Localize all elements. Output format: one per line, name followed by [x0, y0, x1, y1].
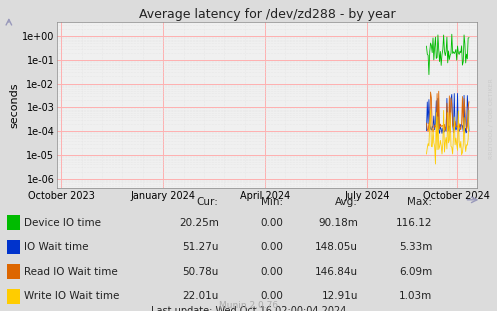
Text: 148.05u: 148.05u: [315, 242, 358, 252]
Text: 6.09m: 6.09m: [399, 267, 432, 277]
Text: Avg:: Avg:: [335, 197, 358, 207]
FancyBboxPatch shape: [7, 215, 20, 230]
Text: Read IO Wait time: Read IO Wait time: [24, 267, 118, 277]
Text: 1.03m: 1.03m: [399, 291, 432, 301]
Text: 12.91u: 12.91u: [322, 291, 358, 301]
Text: RRDTOOL / TOBI OETIKER: RRDTOOL / TOBI OETIKER: [488, 78, 493, 159]
Text: 90.18m: 90.18m: [318, 218, 358, 228]
Text: 22.01u: 22.01u: [182, 291, 219, 301]
Text: Device IO time: Device IO time: [24, 218, 101, 228]
Text: 50.78u: 50.78u: [182, 267, 219, 277]
Text: Last update: Wed Oct 16 02:00:04 2024: Last update: Wed Oct 16 02:00:04 2024: [151, 306, 346, 311]
FancyBboxPatch shape: [7, 289, 20, 304]
Text: 116.12: 116.12: [396, 218, 432, 228]
Text: Max:: Max:: [408, 197, 432, 207]
Text: 146.84u: 146.84u: [315, 267, 358, 277]
Text: 51.27u: 51.27u: [182, 242, 219, 252]
Text: Munin 2.0.76: Munin 2.0.76: [219, 301, 278, 310]
Text: Min:: Min:: [261, 197, 283, 207]
Text: Write IO Wait time: Write IO Wait time: [24, 291, 119, 301]
Text: 5.33m: 5.33m: [399, 242, 432, 252]
Text: IO Wait time: IO Wait time: [24, 242, 88, 252]
Title: Average latency for /dev/zd288 - by year: Average latency for /dev/zd288 - by year: [139, 7, 396, 21]
Text: 0.00: 0.00: [260, 242, 283, 252]
Text: 0.00: 0.00: [260, 267, 283, 277]
Text: 0.00: 0.00: [260, 218, 283, 228]
Text: Cur:: Cur:: [197, 197, 219, 207]
Text: 0.00: 0.00: [260, 291, 283, 301]
FancyBboxPatch shape: [7, 240, 20, 254]
Y-axis label: seconds: seconds: [9, 82, 19, 128]
FancyBboxPatch shape: [7, 264, 20, 279]
Text: 20.25m: 20.25m: [179, 218, 219, 228]
